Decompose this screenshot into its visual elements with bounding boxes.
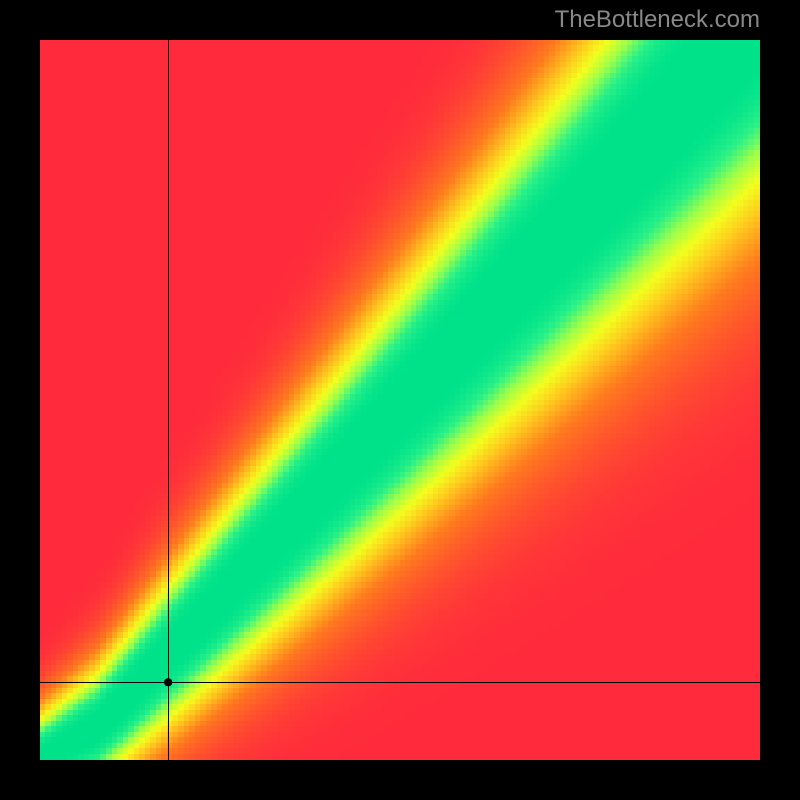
plot-area xyxy=(40,40,760,760)
root: TheBottleneck.com xyxy=(0,0,800,800)
watermark-text: TheBottleneck.com xyxy=(555,6,760,34)
heatmap-canvas xyxy=(40,40,760,760)
